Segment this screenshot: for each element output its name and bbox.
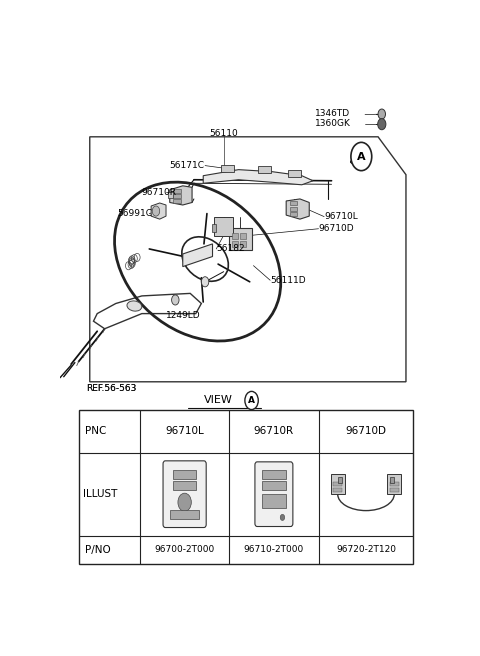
Bar: [215, 217, 233, 236]
Text: 96720-2T120: 96720-2T120: [336, 545, 396, 554]
Text: VIEW: VIEW: [204, 396, 233, 405]
Polygon shape: [170, 186, 192, 205]
Bar: [338, 476, 342, 483]
Bar: [290, 207, 297, 211]
Text: 96710D: 96710D: [319, 224, 354, 234]
Bar: [170, 510, 199, 520]
Circle shape: [351, 142, 372, 171]
Circle shape: [280, 514, 285, 520]
Text: 96710R: 96710R: [142, 188, 177, 197]
Text: 56991C: 56991C: [118, 209, 153, 218]
Bar: [168, 192, 173, 198]
FancyBboxPatch shape: [163, 461, 206, 527]
Bar: [173, 470, 196, 479]
Bar: [258, 166, 271, 173]
Circle shape: [178, 493, 192, 512]
Bar: [232, 233, 238, 239]
Bar: [229, 228, 252, 251]
Text: 1249LD: 1249LD: [166, 311, 201, 319]
Bar: [232, 241, 238, 247]
Text: 1360GK: 1360GK: [315, 119, 351, 128]
Text: ILLUST: ILLUST: [83, 489, 118, 499]
Polygon shape: [286, 199, 309, 219]
Bar: [173, 190, 181, 193]
Text: 96710-2T000: 96710-2T000: [244, 545, 304, 554]
Text: 56110: 56110: [209, 129, 238, 138]
Bar: [262, 494, 286, 508]
Text: 56182: 56182: [216, 245, 245, 253]
Bar: [240, 241, 246, 247]
Bar: [390, 482, 399, 485]
Bar: [240, 233, 246, 239]
FancyBboxPatch shape: [255, 462, 293, 527]
Polygon shape: [183, 244, 213, 266]
Bar: [173, 199, 181, 203]
Circle shape: [378, 119, 386, 130]
Text: 56111D: 56111D: [270, 276, 306, 285]
Bar: [390, 487, 399, 491]
Text: 96710L: 96710L: [324, 212, 358, 221]
Bar: [79, 409, 413, 564]
Text: 96710D: 96710D: [346, 426, 386, 436]
Text: REF.56-563: REF.56-563: [86, 384, 136, 394]
Bar: [173, 481, 196, 490]
Polygon shape: [203, 170, 313, 185]
Circle shape: [245, 392, 258, 409]
Text: 96700-2T000: 96700-2T000: [155, 545, 215, 554]
Polygon shape: [94, 293, 202, 329]
Text: 96710L: 96710L: [165, 426, 204, 436]
Polygon shape: [151, 203, 166, 219]
Bar: [290, 212, 297, 216]
Polygon shape: [90, 137, 406, 382]
Text: 96710R: 96710R: [254, 426, 294, 436]
Circle shape: [172, 295, 179, 305]
Bar: [390, 476, 394, 483]
Text: P/NO: P/NO: [85, 544, 111, 555]
Bar: [262, 481, 286, 490]
Bar: [290, 201, 297, 205]
Text: A: A: [357, 152, 366, 161]
Text: 1346TD: 1346TD: [315, 109, 350, 117]
Text: REF.56-563: REF.56-563: [86, 384, 136, 394]
Bar: [333, 482, 342, 485]
Bar: [333, 487, 342, 491]
Bar: [262, 470, 286, 479]
Bar: [173, 194, 181, 198]
Text: PNC: PNC: [85, 426, 107, 436]
Bar: [331, 474, 345, 494]
Bar: [221, 165, 234, 172]
Bar: [387, 474, 401, 494]
Circle shape: [202, 277, 209, 287]
Text: 56171C: 56171C: [170, 161, 205, 170]
Circle shape: [378, 109, 385, 119]
Text: A: A: [248, 396, 255, 405]
Circle shape: [152, 206, 160, 216]
Ellipse shape: [127, 301, 142, 311]
Bar: [288, 170, 301, 177]
Bar: [212, 224, 216, 232]
